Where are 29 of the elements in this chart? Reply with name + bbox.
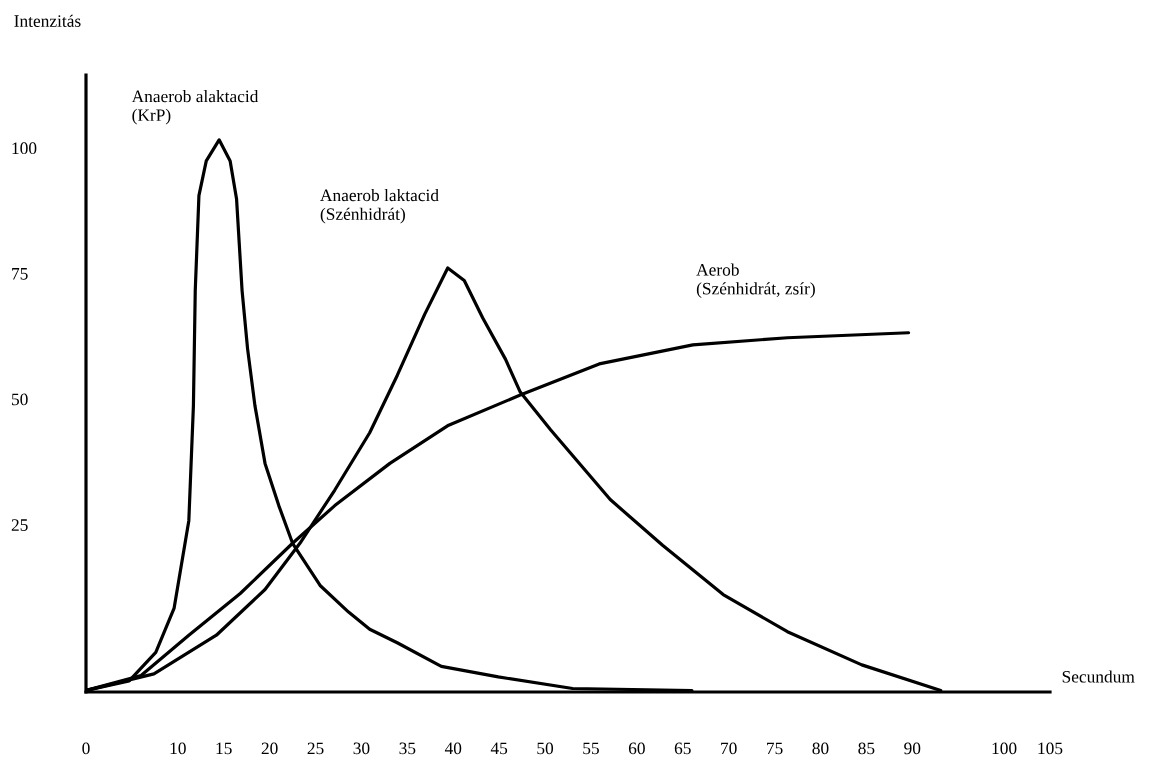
x-tick-label: 65 (674, 742, 691, 755)
x-tick-label: 90 (904, 742, 921, 755)
x-tick-label: 0 (82, 742, 90, 755)
x-tick-label: 60 (628, 742, 645, 755)
x-tick-label: 85 (858, 742, 875, 755)
x-tick-label: 30 (353, 742, 370, 755)
y-tick-label: 25 (11, 519, 28, 531)
x-tick-label: 20 (261, 742, 278, 755)
y-tick-label: 100 (12, 142, 37, 155)
x-tick-label: 40 (444, 742, 462, 755)
x-tick-label: 80 (812, 742, 829, 755)
x-tick-label: 45 (490, 742, 508, 755)
x-tick-label: 75 (767, 742, 783, 755)
x-tick-label: 35 (399, 742, 416, 755)
x-tick-label: 15 (216, 742, 232, 755)
x-tick-label: 50 (537, 742, 554, 755)
x-axis-title: Secundum (1062, 670, 1135, 683)
text: Anaerob alaktacid (KrP) (131, 90, 259, 125)
x-tick-label: 70 (721, 742, 737, 755)
x-tick-label: 25 (307, 742, 324, 755)
x-tick-label: 10 (170, 742, 186, 755)
text: Aerob (Szénhidrát, zsír) (696, 263, 815, 299)
x-tick-label: 105 (1038, 742, 1063, 755)
x-tick-label: 55 (583, 742, 599, 755)
y-tick-label: 50 (12, 393, 28, 406)
x-tick-label: 100 (992, 742, 1017, 755)
text: Anaerob laktacid (Szénhidrát) (320, 188, 439, 224)
y-tick-label: 75 (12, 268, 28, 280)
y-axis-title: Intenzitás (14, 14, 81, 27)
